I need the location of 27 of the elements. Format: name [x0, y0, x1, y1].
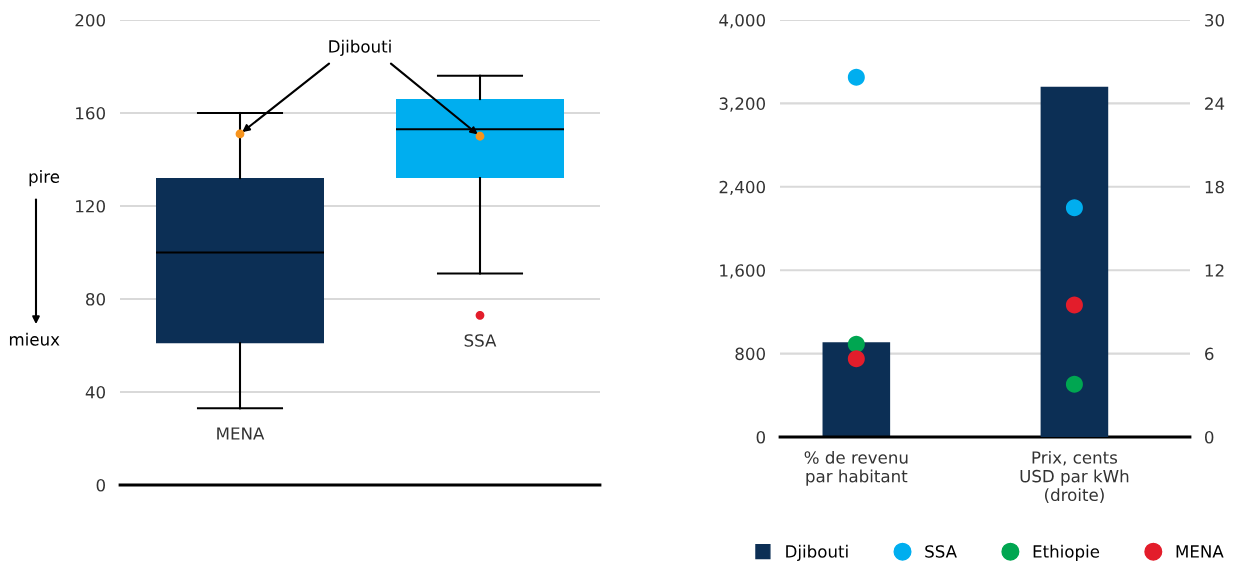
legend-label: Ethiopie	[1033, 544, 1100, 561]
y-tick-label: 80	[86, 292, 105, 306]
y2-tick-label: 12	[1205, 264, 1224, 277]
y-tick-label: 0	[96, 478, 105, 492]
y-tick-label: 40	[85, 385, 105, 399]
y-tick-label: 800	[735, 347, 765, 361]
y2-tick-label: 6	[1205, 347, 1214, 361]
y2-tick-label: 18	[1205, 180, 1224, 194]
x-tick-label: Prix, cents USD par kWh (droite)	[1020, 450, 1129, 504]
y-tick-label: 1,600	[720, 264, 765, 279]
legend-label: SSA	[925, 545, 957, 558]
y-tick-label: 3,200	[719, 97, 765, 112]
y-tick-label: 200	[75, 13, 105, 27]
y2-tick-label: 0	[1204, 430, 1214, 444]
y-tick-label: 120	[76, 199, 105, 213]
y-tick-label: 0	[756, 430, 765, 444]
legend-label: MENA	[1176, 545, 1224, 558]
y-tick-label: 160	[76, 106, 105, 120]
text: mieux	[9, 332, 60, 346]
text: pire	[29, 170, 60, 187]
y2-tick-label: 30	[1205, 13, 1224, 27]
y2-tick-label: 24	[1205, 97, 1225, 110]
y-tick-label: 2,400	[719, 180, 765, 196]
legend-label: Djibouti	[786, 544, 848, 561]
x-tick-label: % de revenu par habitant	[804, 450, 908, 486]
annotation: Djibouti	[329, 39, 391, 56]
y-tick-label: 4,000	[719, 13, 765, 29]
